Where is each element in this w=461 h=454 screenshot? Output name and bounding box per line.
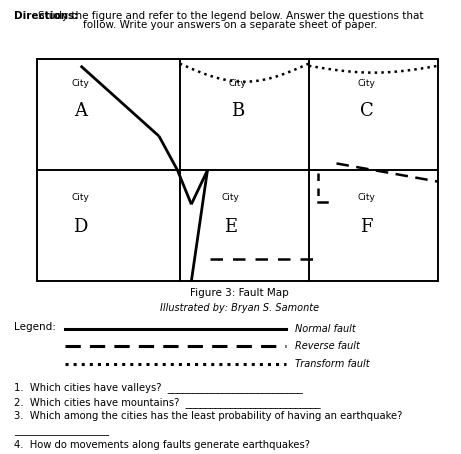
Text: 4.  How do movements along faults generate earthquakes?: 4. How do movements along faults generat… [14,440,310,450]
Text: C: C [360,102,373,120]
Text: City: City [72,193,89,202]
Text: B: B [231,102,244,120]
Text: Reverse fault: Reverse fault [295,341,360,351]
Text: Study the figure and refer to the legend below. Answer the questions that: Study the figure and refer to the legend… [38,11,423,21]
Text: Figure 3: Fault Map: Figure 3: Fault Map [190,288,289,298]
Text: F: F [360,218,373,236]
Text: 1.  Which cities have valleys?  ___________________________: 1. Which cities have valleys? __________… [14,382,302,393]
Text: 3.  Which among the cities has the least probability of having an earthquake?: 3. Which among the cities has the least … [14,411,402,421]
Text: Legend:: Legend: [14,322,56,332]
Text: follow. Write your answers on a separate sheet of paper.: follow. Write your answers on a separate… [83,20,378,30]
Text: Directions:: Directions: [14,11,78,21]
Text: Normal fault: Normal fault [295,324,356,334]
Text: E: E [224,218,237,236]
Text: ___________________: ___________________ [14,426,109,436]
Text: City: City [358,193,375,202]
Text: Illustrated by: Bryan S. Samonte: Illustrated by: Bryan S. Samonte [160,303,319,313]
Text: 2.  Which cities have mountains?  ___________________________: 2. Which cities have mountains? ________… [14,397,320,408]
Text: City: City [222,193,239,202]
Text: A: A [74,102,87,120]
Text: Transform fault: Transform fault [295,359,370,369]
Text: City: City [72,79,89,89]
Bar [37,59,438,281]
Text: D: D [73,218,88,236]
Text: City: City [358,79,375,89]
Text: City: City [229,79,246,89]
